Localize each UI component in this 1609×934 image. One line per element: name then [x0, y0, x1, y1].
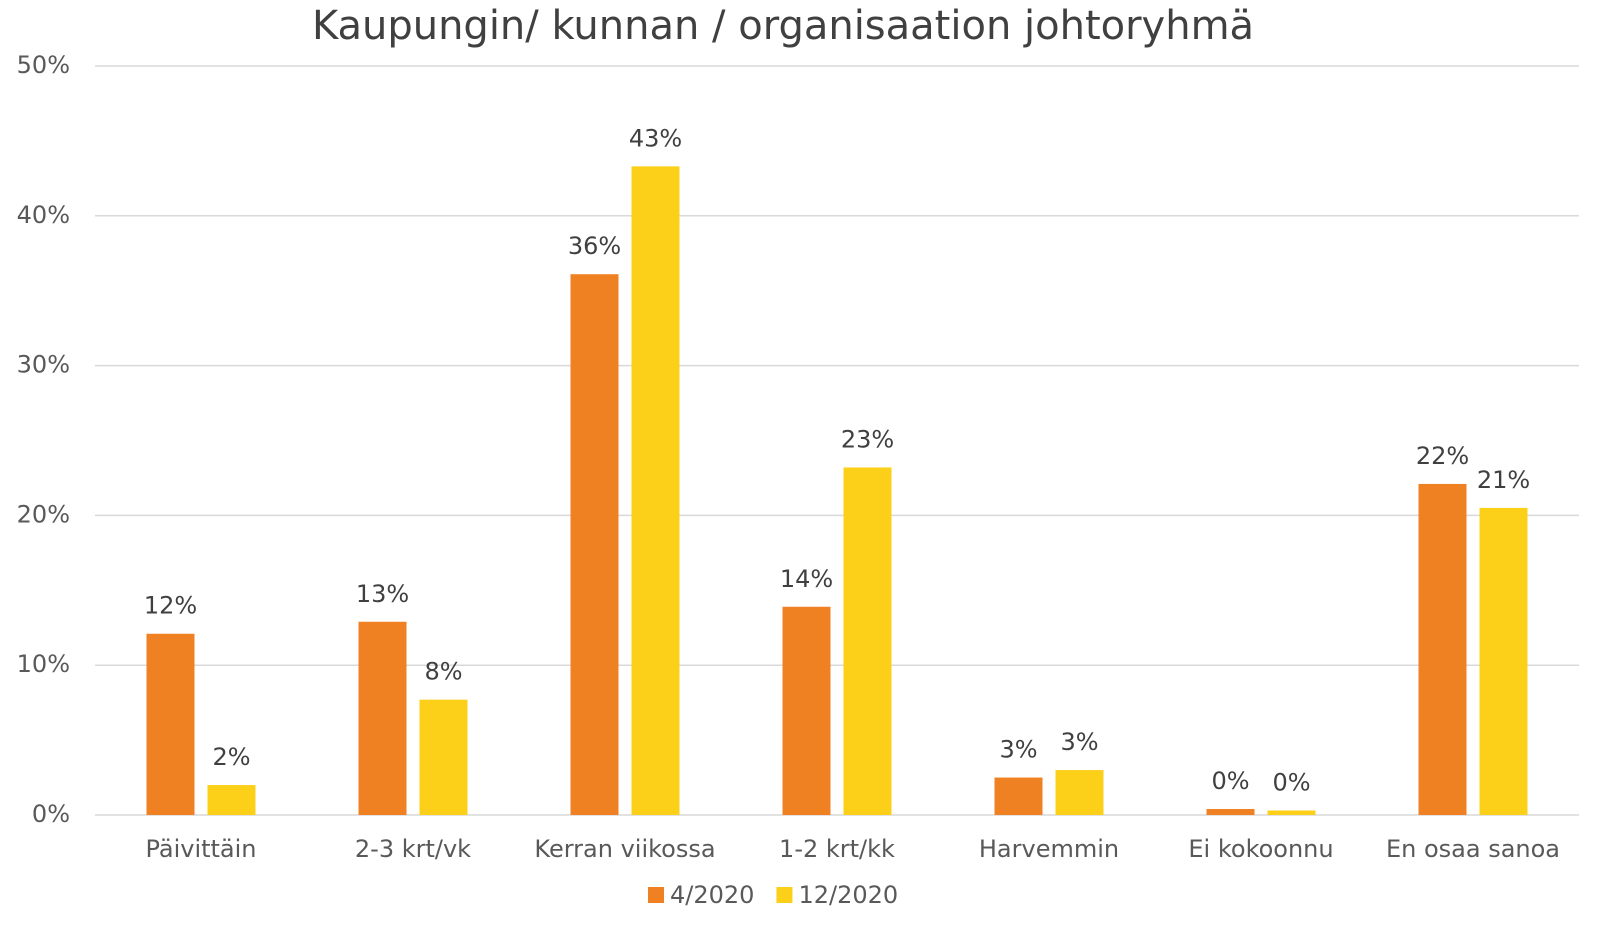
x-tick-label: 1-2 krt/kk	[779, 835, 895, 863]
bar	[782, 606, 831, 815]
value-label: 3%	[999, 736, 1037, 764]
x-tick-label: Kerran viikossa	[534, 835, 715, 863]
value-label: 3%	[1060, 728, 1098, 756]
legend-label: 4/2020	[670, 881, 754, 909]
x-tick-label: Harvemmin	[979, 835, 1119, 863]
bar	[1055, 770, 1104, 815]
value-label: 2%	[212, 743, 250, 771]
value-label: 13%	[356, 580, 409, 608]
y-tick-label: 20%	[17, 500, 70, 528]
value-label: 21%	[1477, 466, 1530, 494]
legend-swatch	[648, 887, 664, 903]
value-label: 36%	[568, 232, 621, 260]
bar	[1479, 507, 1528, 815]
value-label: 12%	[144, 592, 197, 620]
value-label: 22%	[1416, 442, 1469, 470]
bar	[358, 621, 407, 815]
y-tick-label: 40%	[17, 201, 70, 229]
value-label: 8%	[424, 658, 462, 686]
bar	[570, 274, 619, 815]
y-tick-label: 10%	[17, 650, 70, 678]
bar	[1418, 483, 1467, 815]
value-label: 0%	[1211, 767, 1249, 795]
x-tick-label: Päivittäin	[145, 835, 256, 863]
y-tick-label: 0%	[32, 800, 70, 828]
value-label: 0%	[1272, 769, 1310, 797]
x-tick-label: En osaa sanoa	[1386, 835, 1560, 863]
y-tick-label: 50%	[17, 51, 70, 79]
value-label: 14%	[780, 565, 833, 593]
legend-swatch	[776, 887, 793, 903]
y-tick-label: 30%	[17, 351, 70, 379]
value-label: 43%	[629, 124, 682, 152]
legend-label: 12/2020	[798, 881, 898, 909]
bar	[631, 166, 680, 816]
bar	[843, 467, 892, 815]
x-tick-label: 2-3 krt/vk	[355, 835, 471, 863]
x-tick-label: Ei kokoonnu	[1188, 835, 1333, 863]
bar	[146, 633, 195, 815]
bar	[1206, 809, 1255, 815]
bar	[207, 785, 256, 815]
value-label: 23%	[841, 425, 894, 453]
bar	[419, 699, 468, 815]
bar	[1267, 810, 1316, 815]
chart-title: Kaupungin/ kunnan / organisaation johtor…	[312, 3, 1254, 49]
bar	[994, 777, 1043, 815]
